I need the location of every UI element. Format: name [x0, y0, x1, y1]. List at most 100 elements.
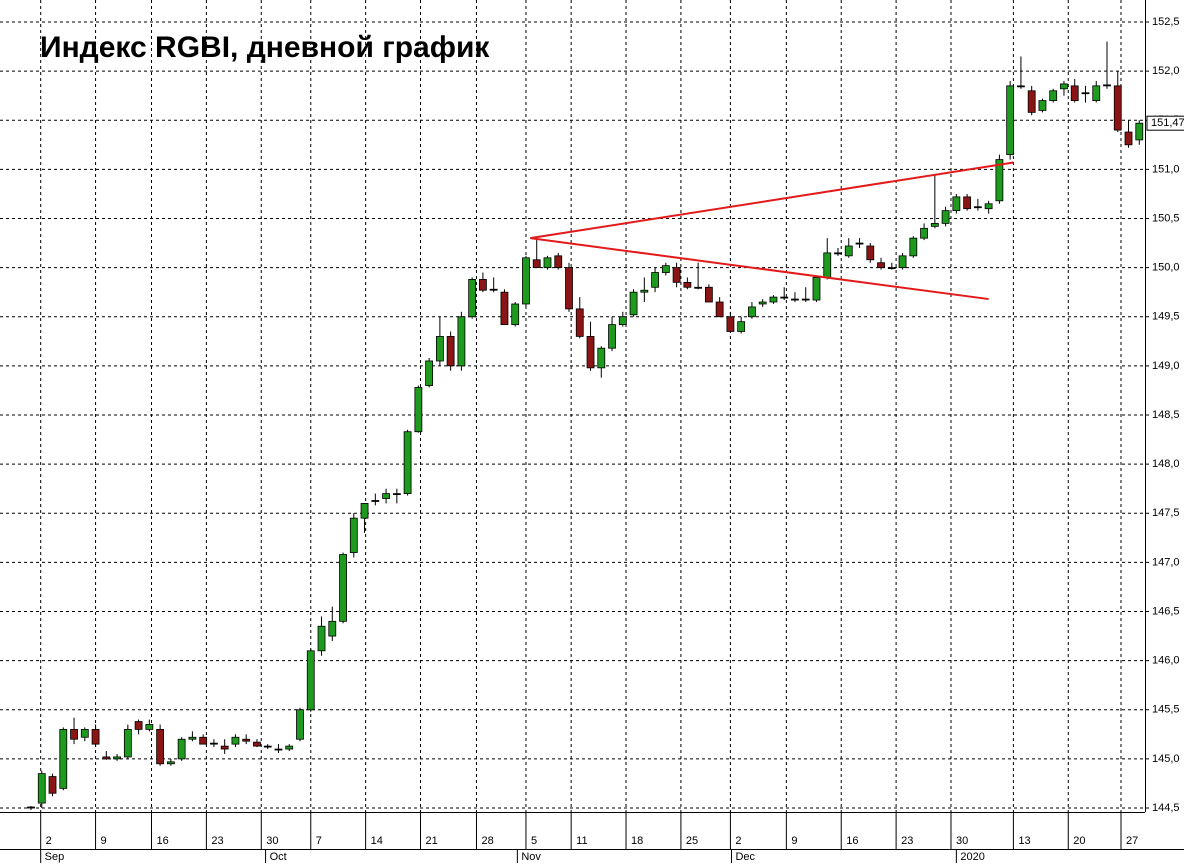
candle-body [952, 196, 961, 212]
y-tick-label: 150,0 [1152, 262, 1180, 274]
candle-body [102, 756, 111, 760]
x-tick-label: 25 [686, 835, 698, 847]
candle-body [726, 316, 735, 332]
candle-body [360, 503, 369, 519]
y-tick-label: 151,0 [1152, 163, 1180, 175]
candle-body [909, 237, 918, 257]
candle-body [296, 709, 304, 740]
candle-body [177, 738, 186, 760]
y-tick-label: 150,5 [1152, 212, 1180, 224]
candle-body [1113, 85, 1122, 131]
y-tick-label: 152,5 [1152, 16, 1180, 28]
candle-body [263, 745, 272, 748]
candle-body [672, 267, 681, 283]
x-tick-label: 27 [1126, 835, 1138, 847]
candle-body [414, 387, 423, 433]
candle-body [317, 625, 326, 652]
x-tick-label: 9 [101, 835, 107, 847]
candle-body [37, 773, 46, 804]
x-tick-label: 30 [956, 835, 968, 847]
y-tick-label: 146,0 [1152, 655, 1180, 667]
candle-body [511, 303, 520, 326]
candle-body [737, 321, 746, 332]
x-tick-label: 2 [735, 835, 741, 847]
candle-body [823, 252, 832, 278]
candle-body [748, 306, 756, 318]
candle-body [145, 724, 154, 730]
candle-body [1103, 84, 1111, 87]
candle-body [522, 257, 530, 305]
candle-body [984, 203, 993, 210]
candle-body [285, 745, 294, 750]
candle-body [758, 301, 767, 305]
candle-body [231, 736, 240, 745]
candle-body [543, 257, 552, 269]
x-tick-label: 20 [1073, 835, 1085, 847]
candle-body [1027, 90, 1036, 113]
candle-body [123, 729, 132, 758]
candle-body [618, 316, 627, 326]
y-tick-label: 149,5 [1152, 311, 1180, 323]
candle-body [812, 277, 821, 301]
x-tick-label: 16 [157, 835, 169, 847]
candle-body [887, 267, 896, 270]
candle-body [930, 223, 939, 227]
candle-body [629, 291, 638, 316]
candle-body [941, 210, 950, 224]
candle-body [575, 308, 584, 337]
x-tick-label: 18 [631, 835, 643, 847]
candle-body [855, 242, 864, 245]
candle-body [769, 296, 778, 303]
candle-body [91, 729, 100, 745]
x-tick-label: 9 [791, 835, 797, 847]
candle-body [70, 729, 78, 740]
candle-body [1124, 131, 1133, 146]
last-price-box [1146, 115, 1184, 131]
candle-body [1049, 90, 1058, 102]
candle-body [468, 279, 477, 318]
candle-body [328, 620, 337, 637]
candle-body [403, 431, 412, 495]
candle-body [166, 761, 175, 765]
candle-body [274, 748, 283, 751]
chart-title: Индекс RGBI, дневной график [40, 31, 490, 64]
candle-body [1081, 92, 1090, 95]
candle-body [791, 298, 799, 301]
x-tick-label: 23 [211, 835, 223, 847]
candle-body [306, 650, 315, 711]
y-tick-label: 144,5 [1152, 802, 1180, 814]
last-price-label: 151,47 [1151, 117, 1184, 129]
candle-body [188, 736, 197, 740]
y-tick-label: 147,0 [1152, 556, 1180, 568]
x-tick-label: 16 [846, 835, 858, 847]
candle-body [80, 729, 89, 738]
month-label: 2020 [960, 851, 984, 863]
candle-body [565, 267, 573, 310]
candle-body [1092, 85, 1101, 102]
candle-body [963, 196, 972, 210]
candle-body [597, 347, 606, 369]
x-tick-label: 21 [426, 835, 438, 847]
candle-body [973, 206, 982, 209]
y-tick-label: 152,0 [1152, 65, 1180, 77]
candle-body [640, 289, 649, 293]
candle-body [877, 262, 885, 269]
candle-body [866, 245, 875, 261]
x-tick-label: 28 [481, 835, 493, 847]
candle-body [253, 741, 261, 747]
x-tick-label: 23 [901, 835, 913, 847]
x-tick-label: 14 [371, 835, 383, 847]
y-tick-label: 147,5 [1152, 507, 1180, 519]
candle-body [608, 324, 616, 349]
candle-body [339, 554, 347, 622]
y-tick-label: 145,0 [1152, 753, 1180, 765]
trend-line [530, 237, 989, 301]
candle-body [457, 316, 466, 367]
candle-body [715, 301, 724, 318]
candle-body [392, 493, 401, 496]
candle-body [834, 252, 842, 255]
x-tick-label: 13 [1018, 835, 1030, 847]
y-tick-label: 146,5 [1152, 605, 1180, 617]
candle-body [844, 245, 853, 257]
